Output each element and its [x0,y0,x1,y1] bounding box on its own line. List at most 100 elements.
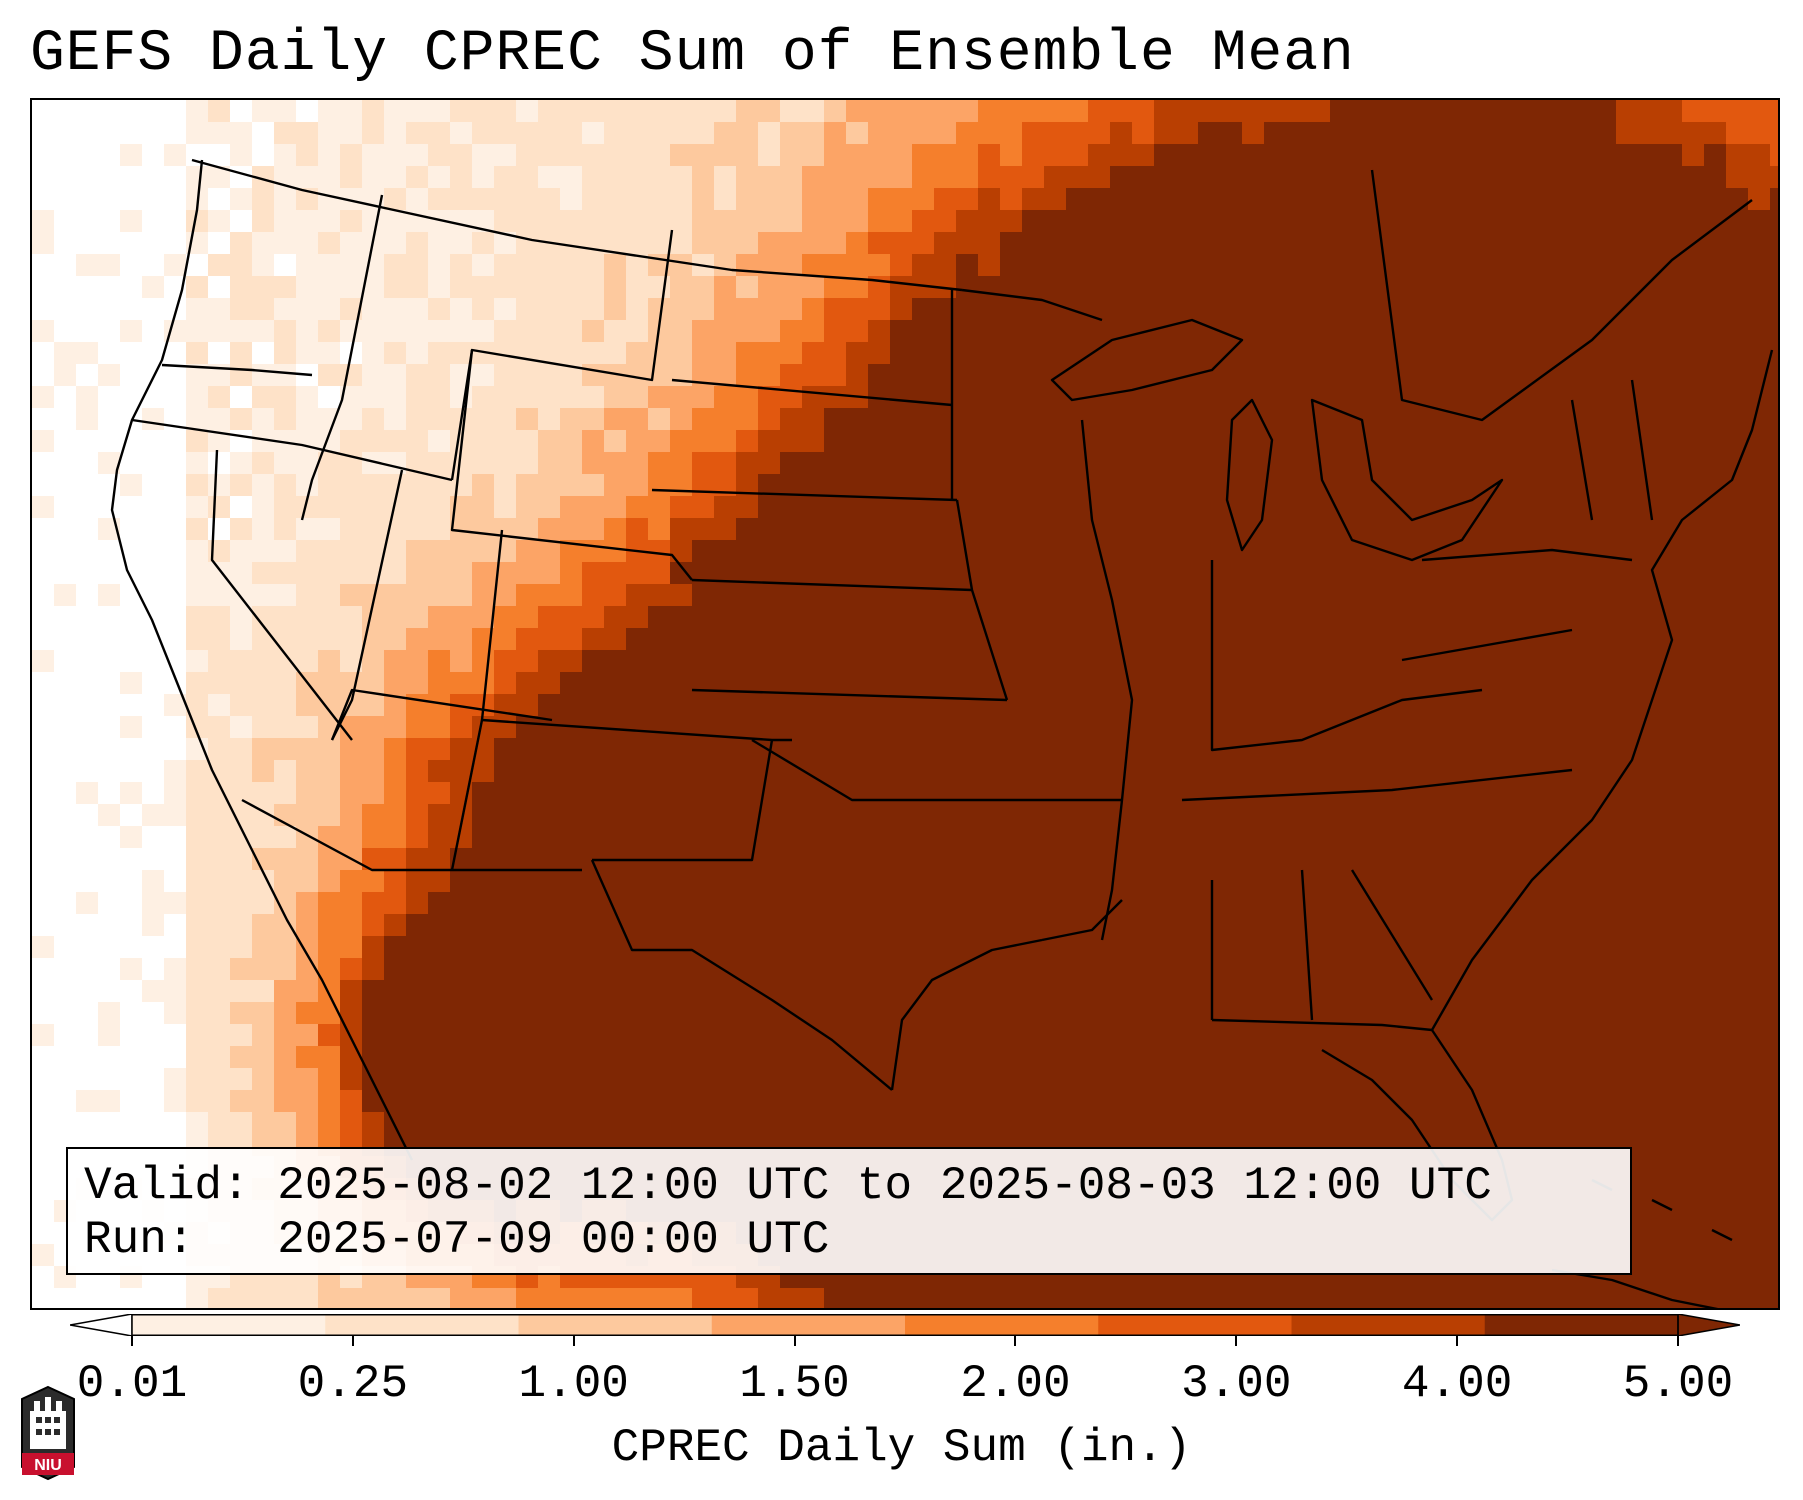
precip-cell [32,848,55,871]
precip-cell [802,628,825,651]
precip-cell [1110,144,1133,167]
precip-cell [98,760,121,783]
precip-cell [406,1112,429,1135]
precip-cell [648,650,671,673]
precip-cell [318,276,341,299]
precip-cell [296,1288,319,1308]
precip-cell [1594,1288,1617,1308]
precip-cell [32,342,55,365]
precip-cell [582,342,605,365]
precip-cell [516,474,539,497]
precip-cell [1352,1288,1375,1308]
precip-cell [890,760,913,783]
precip-cell [1770,760,1778,783]
precip-cell [824,980,847,1003]
precip-cell [824,276,847,299]
precip-cell [1572,958,1595,981]
precip-cell [252,386,275,409]
precip-cell [164,188,187,211]
precip-cell [208,958,231,981]
precip-cell [1110,518,1133,541]
precip-cell [1462,804,1485,827]
precip-cell [318,826,341,849]
precip-cell [692,1002,715,1025]
precip-cell [76,320,99,343]
precip-cell [670,386,693,409]
precip-cell [1154,892,1177,915]
precip-cell [1176,628,1199,651]
precip-cell [1000,738,1023,761]
run-time-line: Run: 2025-07-09 00:00 UTC [84,1214,830,1266]
precip-cell [76,694,99,717]
precip-cell [208,628,231,651]
precip-cell [252,716,275,739]
precip-cell [120,804,143,827]
precip-cell [296,738,319,761]
precip-cell [1308,958,1331,981]
precip-cell [758,540,781,563]
precip-cell [560,738,583,761]
precip-cell [1748,782,1771,805]
precip-cell [340,628,363,651]
precip-cell [648,1068,671,1091]
precip-cell [142,1002,165,1025]
precip-cell [1330,210,1353,233]
precip-cell [1440,870,1463,893]
precip-cell [934,188,957,211]
precip-cell [758,1112,781,1135]
precip-cell [1132,364,1155,387]
precip-cell [1726,936,1749,959]
precip-cell [472,232,495,255]
precip-cell [1660,760,1683,783]
precip-cell [76,936,99,959]
precip-cell [1066,804,1089,827]
precip-cell [1726,1024,1749,1047]
precip-cell [1638,386,1661,409]
precip-cell [1572,320,1595,343]
precip-cell [1418,408,1441,431]
precip-cell [340,430,363,453]
precip-cell [758,1046,781,1069]
precip-cell [120,540,143,563]
precip-cell [912,1288,935,1308]
precip-cell [1660,782,1683,805]
precip-cell [1308,760,1331,783]
precip-cell [1198,650,1221,673]
precip-cell [1528,364,1551,387]
precip-cell [1352,958,1375,981]
precip-cell [648,540,671,563]
precip-cell [428,936,451,959]
precip-cell [604,650,627,673]
precip-cell [1528,892,1551,915]
precip-cell [362,342,385,365]
precip-cell [890,474,913,497]
precip-cell [450,1068,473,1091]
precip-cell [252,100,275,123]
precip-cell [1528,760,1551,783]
precip-cell [956,210,979,233]
precip-cell [736,122,759,145]
precip-cell [626,452,649,475]
precip-cell [1594,936,1617,959]
precip-cell [1484,958,1507,981]
precip-cell [296,1068,319,1091]
precip-cell [1000,628,1023,651]
precip-cell [142,540,165,563]
precip-cell [670,122,693,145]
precip-cell [1528,518,1551,541]
precip-cell [76,232,99,255]
precip-cell [32,166,55,189]
precip-cell [1704,276,1727,299]
precip-cell [384,738,407,761]
precip-cell [1682,694,1705,717]
precip-cell [1594,166,1617,189]
precip-cell [32,694,55,717]
precip-cell [1110,936,1133,959]
precip-cell [1440,716,1463,739]
precip-cell [912,672,935,695]
precip-cell [1308,628,1331,651]
precip-cell [1638,782,1661,805]
precip-cell [1242,848,1265,871]
precip-cell [956,100,979,123]
precip-cell [648,694,671,717]
